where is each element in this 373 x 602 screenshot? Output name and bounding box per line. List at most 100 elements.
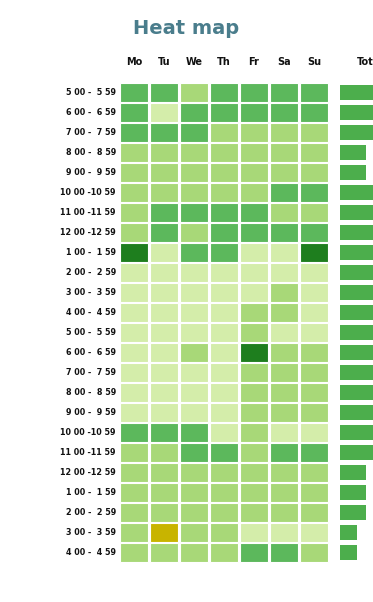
Bar [120,123,148,142]
Bar [210,443,238,462]
Bar [150,283,178,302]
Bar [150,343,178,362]
Bar [150,243,178,262]
Bar [180,123,208,142]
Bar [240,503,268,522]
Bar [300,503,328,522]
Bar [240,183,268,202]
Bar [210,243,238,262]
Text: 2 00 -  2 59: 2 00 - 2 59 [66,268,116,277]
Bar [150,403,178,422]
Bar [340,325,373,340]
Bar [340,285,373,300]
Bar [300,323,328,342]
Bar [300,123,328,142]
Bar [340,265,373,279]
Text: Mo: Mo [126,57,142,67]
Bar [150,203,178,222]
Bar [120,543,148,562]
Bar [240,343,268,362]
Bar [340,385,373,400]
Bar [210,383,238,402]
Bar [210,463,238,482]
Text: 5 00 -  5 59: 5 00 - 5 59 [66,88,116,97]
Bar [210,423,238,442]
Bar [240,263,268,282]
Text: 12 00 -12 59: 12 00 -12 59 [60,228,116,237]
Bar [240,423,268,442]
Bar [120,263,148,282]
Bar [120,483,148,502]
Bar [150,163,178,182]
Bar [340,526,357,539]
Bar [340,166,366,179]
Bar [270,143,298,162]
Bar [300,363,328,382]
Bar [180,543,208,562]
Bar [300,243,328,262]
Bar [180,463,208,482]
Bar [340,105,373,120]
Bar [150,223,178,242]
Bar [210,343,238,362]
Bar [150,543,178,562]
Text: 10 00 -10 59: 10 00 -10 59 [60,188,116,197]
Bar [150,523,178,542]
Bar [150,103,178,122]
Bar [270,503,298,522]
Bar [180,403,208,422]
Bar [340,365,373,380]
Bar [270,303,298,322]
Bar [150,483,178,502]
Text: 11 00 -11 59: 11 00 -11 59 [60,448,116,457]
Bar [180,383,208,402]
Bar [180,443,208,462]
Bar [210,163,238,182]
Bar [270,443,298,462]
Bar [210,503,238,522]
Bar [180,323,208,342]
Bar [180,183,208,202]
Bar [300,143,328,162]
Bar [340,465,366,480]
Bar [210,123,238,142]
Bar [180,303,208,322]
Bar [270,423,298,442]
Bar [120,323,148,342]
Text: We: We [185,57,203,67]
Bar [240,483,268,502]
Text: 2 00 -  2 59: 2 00 - 2 59 [66,508,116,517]
Bar [270,523,298,542]
Bar [240,543,268,562]
Bar [240,103,268,122]
Text: Fr: Fr [248,57,260,67]
Bar [150,183,178,202]
Bar [120,503,148,522]
Bar [340,545,357,560]
Bar [120,363,148,382]
Bar [340,346,373,359]
Bar [340,125,373,140]
Text: 12 00 -12 59: 12 00 -12 59 [60,468,116,477]
Bar [150,503,178,522]
Bar [150,423,178,442]
Bar [210,143,238,162]
Bar [150,363,178,382]
Bar [300,223,328,242]
Bar [240,203,268,222]
Bar [180,503,208,522]
Bar [180,83,208,102]
Bar [180,223,208,242]
Text: 5 00 -  5 59: 5 00 - 5 59 [66,328,116,337]
Bar [120,183,148,202]
Bar [240,463,268,482]
Bar [240,243,268,262]
Bar [150,303,178,322]
Text: 4 00 -  4 59: 4 00 - 4 59 [66,548,116,557]
Text: 6 00 -  6 59: 6 00 - 6 59 [66,348,116,357]
Bar [270,183,298,202]
Bar [340,145,366,160]
Bar [120,443,148,462]
Bar [210,543,238,562]
Text: 9 00 -  9 59: 9 00 - 9 59 [66,408,116,417]
